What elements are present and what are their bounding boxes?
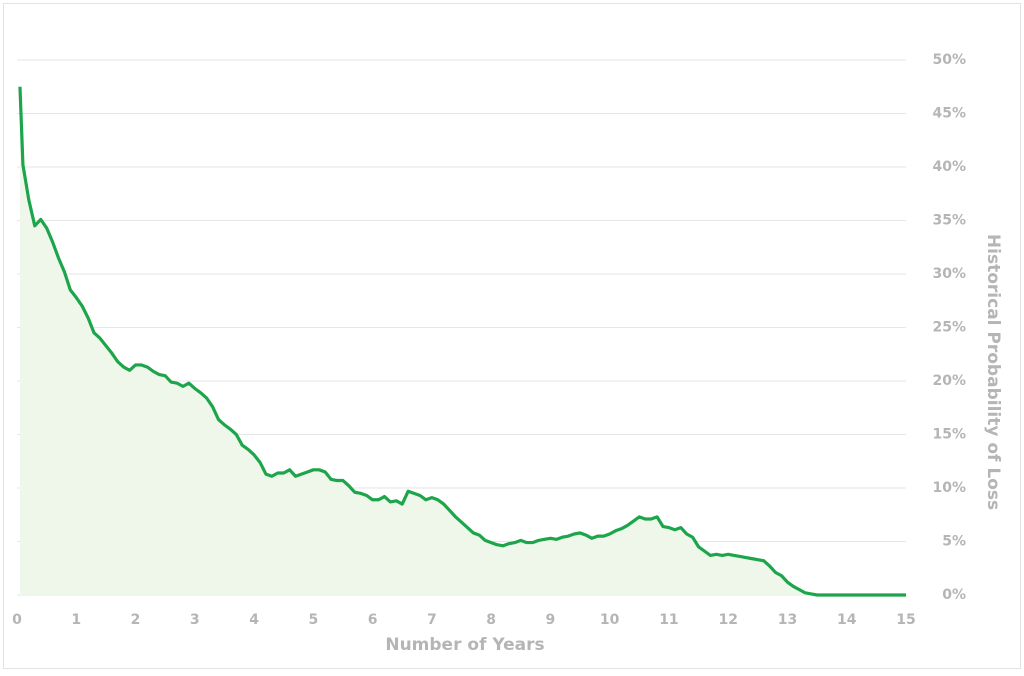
x-tick-label: 3 <box>190 612 200 628</box>
y-tick-label: 20% <box>932 373 966 389</box>
y-tick-label: 50% <box>932 52 966 68</box>
x-tick-label: 11 <box>659 612 678 628</box>
y-tick-label: 35% <box>932 213 966 229</box>
x-tick-label: 12 <box>718 612 737 628</box>
y-tick-label: 40% <box>932 159 966 175</box>
y-tick-label: 45% <box>932 106 966 122</box>
x-tick-label: 0 <box>12 612 22 628</box>
line <box>18 86 906 597</box>
x-axis-title: Number of Years <box>385 635 544 655</box>
x-tick-label: 4 <box>249 612 259 628</box>
x-tick-label: 6 <box>368 612 378 628</box>
y-tick-label: 5% <box>942 534 966 550</box>
x-tick-label: 2 <box>131 612 141 628</box>
x-tick-label: 14 <box>837 612 857 628</box>
x-tick-label: 9 <box>546 612 556 628</box>
x-tick-label: 8 <box>486 612 496 628</box>
y-tick-label: 0% <box>942 587 966 603</box>
x-tick-label: 13 <box>778 612 797 628</box>
x-tick-label: 1 <box>71 612 81 628</box>
x-tick-label: 7 <box>427 612 437 628</box>
y-tick-label: 30% <box>932 266 966 282</box>
y-tick-label: 15% <box>932 427 966 443</box>
x-tick-label: 5 <box>308 612 318 628</box>
y-axis-title: Historical Probability of Loss <box>983 234 1003 510</box>
y-tick-label: 10% <box>932 480 966 496</box>
x-tick-label: 15 <box>896 612 915 628</box>
y-tick-label: 25% <box>932 320 966 336</box>
area <box>19 86 907 595</box>
x-tick-label: 10 <box>600 612 620 628</box>
